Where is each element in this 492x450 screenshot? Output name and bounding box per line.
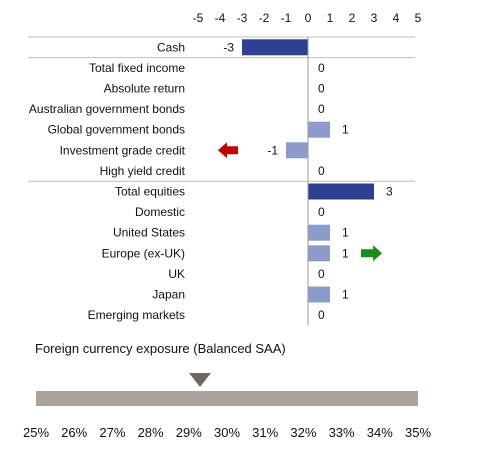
value-label: -1	[267, 143, 278, 157]
positioning-chart: -5 -4 -3 -2 -1 0 1 2 3 4 5 Cash -3 Total fixed incom…	[28, 11, 422, 326]
x-tick-label: -2	[259, 11, 270, 25]
group-separators	[28, 36, 415, 182]
gauge-tick-label: 25%	[22, 425, 50, 440]
category-label: Australian government bonds	[29, 102, 185, 116]
gauge-tick-label: 32%	[290, 425, 317, 440]
change-arrows	[218, 142, 382, 262]
value-label: 0	[318, 82, 325, 96]
gauge-tick-label: 29%	[175, 425, 202, 440]
x-tick-label: -5	[193, 11, 204, 25]
category-label: Global government bonds	[48, 123, 185, 137]
category-label: Cash	[157, 40, 185, 54]
x-tick-label: 0	[305, 11, 312, 25]
x-tick-label: -3	[237, 11, 248, 25]
x-tick-label: -1	[281, 11, 292, 25]
value-label: 0	[318, 61, 325, 75]
category-label: High yield credit	[100, 164, 186, 178]
gauge-tick-label: 30%	[213, 425, 241, 440]
gauge-tick-label: 34%	[366, 425, 393, 440]
category-label: Europe (ex-UK)	[102, 246, 185, 260]
category-label: Emerging markets	[88, 308, 185, 322]
bar	[308, 183, 374, 200]
gauge-tick-labels: 25% 26% 27% 28% 29% 30% 31% 32% 33% 34% 35%	[0, 425, 492, 443]
down-triangle-pointer-icon	[189, 373, 212, 387]
category-label: Total equities	[115, 185, 185, 199]
x-tick-label: 2	[349, 11, 356, 25]
category-label: Japan	[152, 288, 185, 302]
category-label: Domestic	[135, 205, 185, 219]
value-label: 0	[318, 308, 325, 322]
red-left-arrow-icon	[218, 142, 238, 159]
category-label: Investment grade credit	[60, 143, 186, 157]
bar	[286, 142, 308, 159]
category-label: UK	[168, 267, 185, 281]
value-label: 1	[342, 246, 349, 260]
gauge-tick-label: 31%	[252, 425, 279, 440]
x-tick-label: 1	[327, 11, 334, 25]
bar	[308, 121, 330, 138]
gauge-bar	[36, 391, 418, 406]
value-label: 0	[318, 267, 325, 281]
value-label: 1	[342, 123, 349, 137]
value-label: -3	[223, 40, 234, 54]
gauge-tick-label: 33%	[328, 425, 355, 440]
gauge-title: Foreign currency exposure (Balanced SAA)	[35, 341, 286, 356]
x-axis-ticks: -5 -4 -3 -2 -1 0 1 2 3 4 5	[193, 11, 422, 25]
category-label: Absolute return	[104, 82, 185, 96]
value-label: 1	[342, 288, 349, 302]
value-label: 0	[318, 102, 325, 116]
chart-rows: Cash -3 Total fixed income 0 Absolute return…	[29, 39, 393, 322]
x-tick-label: 4	[393, 11, 400, 25]
value-label: 3	[386, 185, 393, 199]
green-right-arrow-icon	[361, 245, 382, 262]
gauge-tick-label: 27%	[99, 425, 126, 440]
value-label: 0	[318, 164, 325, 178]
bar	[308, 224, 330, 241]
bar	[308, 286, 330, 303]
category-label: Total fixed income	[89, 61, 185, 75]
gauge-tick-label: 26%	[61, 425, 88, 440]
bar	[308, 245, 330, 262]
x-tick-label: 5	[415, 11, 422, 25]
value-label: 1	[342, 226, 349, 240]
category-label: United States	[113, 226, 185, 240]
x-tick-label: 3	[371, 11, 378, 25]
gauge-tick-label: 35%	[404, 425, 432, 440]
value-label: 0	[318, 205, 325, 219]
gauge-tick-label: 28%	[137, 425, 164, 440]
x-tick-label: -4	[215, 11, 226, 25]
bar	[242, 39, 308, 56]
